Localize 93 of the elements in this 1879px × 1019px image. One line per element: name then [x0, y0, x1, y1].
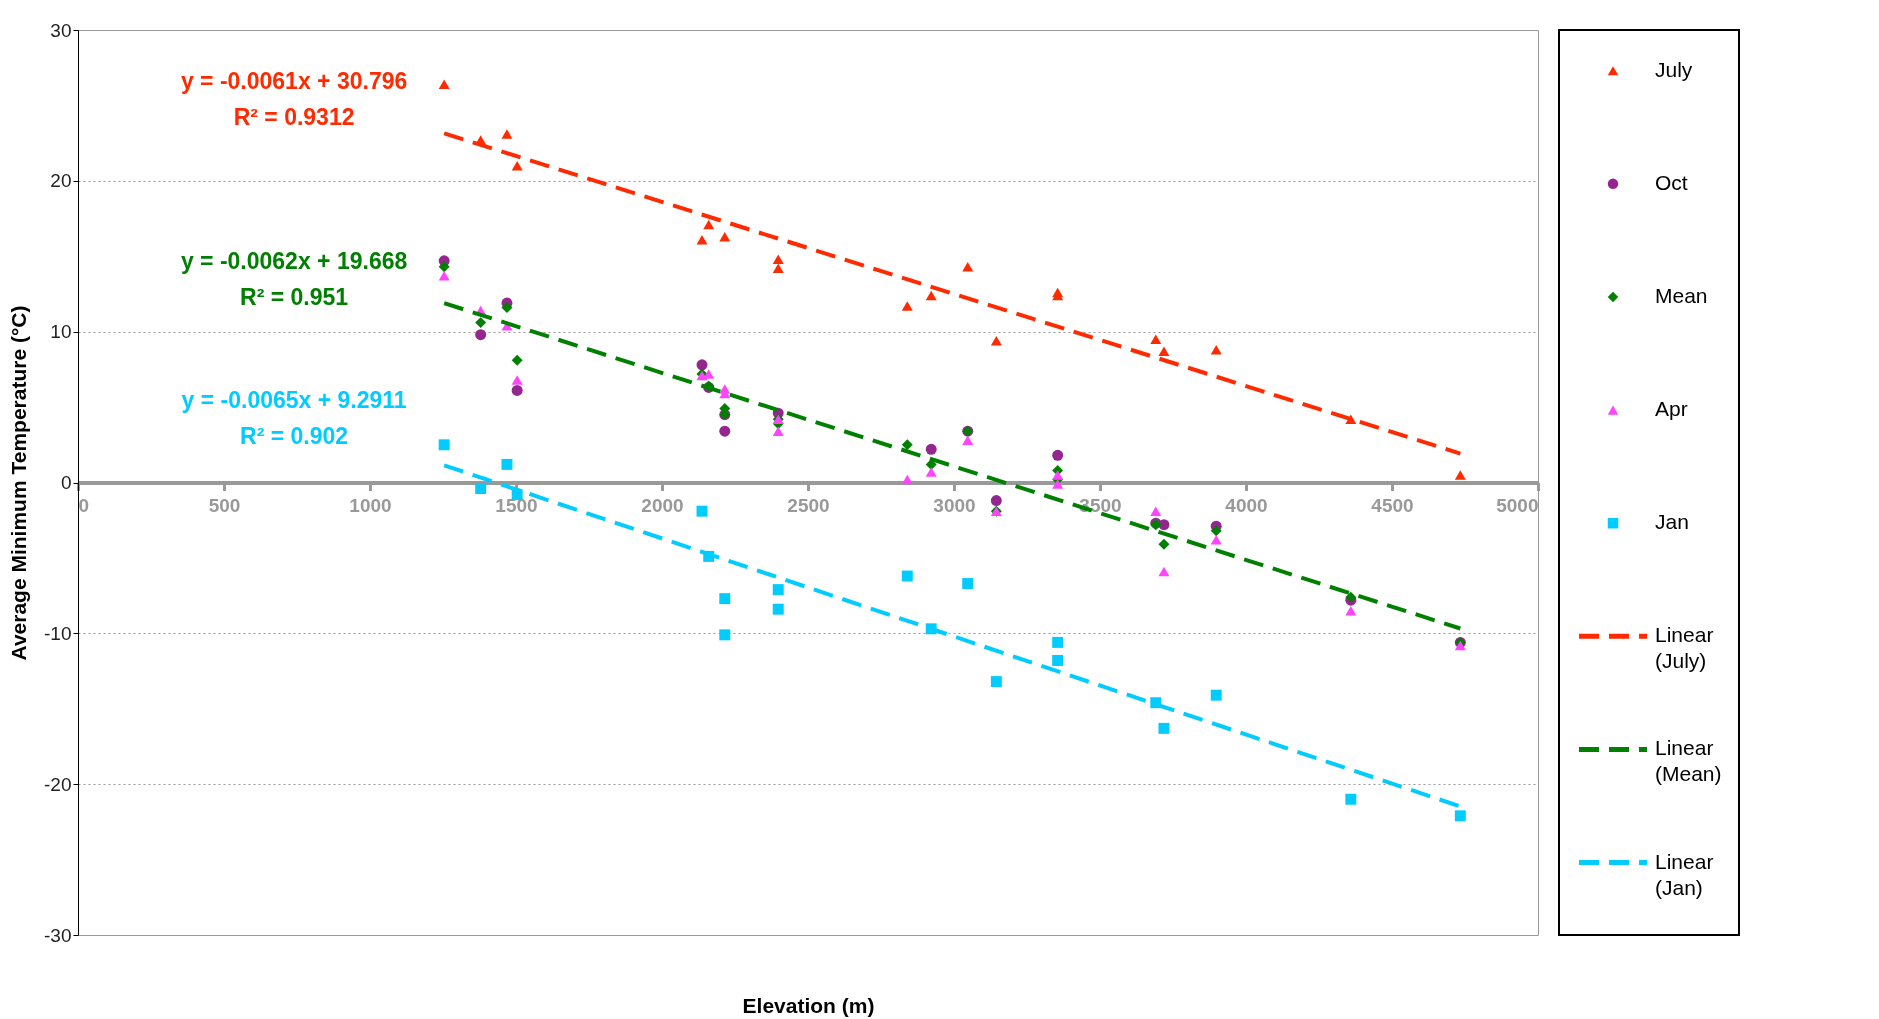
point — [438, 271, 450, 281]
point — [475, 329, 487, 341]
point — [1052, 479, 1064, 489]
point — [990, 335, 1002, 346]
point — [1210, 689, 1222, 701]
x-tick-label: 1500 — [495, 495, 538, 516]
annotation: R² = 0.902 — [240, 423, 349, 450]
point — [1052, 470, 1064, 480]
point — [475, 483, 487, 495]
point — [990, 676, 1002, 688]
point — [1158, 722, 1170, 734]
point — [438, 439, 450, 451]
point — [925, 443, 937, 455]
legend-label: Linear (July) — [1655, 623, 1714, 673]
legend-label: Linear (Mean) — [1655, 736, 1722, 786]
annotation: y = -0.0062x + 19.668 — [180, 247, 408, 274]
point — [703, 219, 715, 230]
x-tick-label: 2000 — [641, 495, 684, 516]
y-tick-label: -10 — [44, 622, 72, 644]
point — [719, 629, 731, 641]
point — [511, 385, 523, 396]
y-tick-label: -30 — [44, 924, 72, 946]
point — [772, 426, 784, 436]
x-tick-label: 2500 — [787, 495, 830, 516]
point — [438, 261, 450, 273]
x-axis-title: Elevation (m) — [742, 993, 875, 1017]
point — [1158, 519, 1170, 531]
legend-label: Linear (Jan) — [1655, 849, 1714, 899]
point — [501, 458, 513, 470]
y-tick-label: 10 — [50, 321, 72, 343]
annotation: y = -0.0065x + 9.2911 — [181, 387, 407, 414]
point — [901, 439, 913, 451]
x-tick-label: 1000 — [349, 495, 392, 516]
point — [1345, 793, 1357, 805]
point — [438, 79, 450, 90]
point — [1052, 449, 1064, 461]
point — [696, 234, 708, 245]
x-tick-label: 5000 — [1496, 495, 1539, 516]
point — [1454, 470, 1466, 480]
point — [1052, 636, 1064, 648]
x-tick-label: 3000 — [933, 495, 976, 516]
annotation: y = -0.0061x + 30.796 — [180, 68, 408, 95]
point — [696, 359, 708, 371]
point — [962, 578, 974, 590]
y-axis-title: Average Minimum Temperature (°C) — [7, 305, 31, 661]
point — [719, 593, 731, 605]
legend-label: Apr — [1655, 397, 1688, 421]
y-tick-label: 30 — [50, 19, 72, 41]
point — [501, 129, 513, 139]
point — [1150, 506, 1162, 516]
x-tick-label: 4500 — [1371, 495, 1414, 516]
y-tick-label: -20 — [44, 773, 72, 795]
point — [925, 467, 937, 477]
point — [901, 301, 913, 311]
point — [719, 425, 731, 437]
annotation: R² = 0.951 — [240, 283, 349, 310]
point — [1158, 566, 1170, 577]
legend-label: July — [1655, 57, 1693, 81]
point — [901, 570, 913, 582]
point — [772, 254, 784, 265]
y-tick-label: 0 — [60, 472, 72, 493]
point — [719, 231, 731, 242]
point — [1345, 605, 1357, 616]
point — [1150, 334, 1162, 344]
point — [901, 474, 913, 485]
point — [772, 263, 784, 274]
point — [501, 302, 513, 314]
point — [511, 375, 523, 385]
y-tick-label: 20 — [50, 170, 72, 192]
point — [1052, 655, 1064, 666]
point — [1210, 345, 1222, 355]
legend-label: Oct — [1655, 170, 1688, 194]
point — [1158, 538, 1170, 550]
point — [962, 262, 974, 272]
point — [1454, 810, 1466, 822]
point — [772, 584, 784, 596]
point — [925, 290, 937, 301]
point — [1210, 535, 1222, 545]
point — [696, 505, 708, 517]
x-tick-label: 500 — [208, 495, 241, 516]
legend-label: Mean — [1655, 283, 1708, 307]
point — [1158, 346, 1170, 357]
annotation: R² = 0.9312 — [233, 104, 355, 131]
point — [475, 317, 487, 329]
legend-label: Jan — [1655, 510, 1689, 534]
point — [1210, 525, 1222, 537]
x-tick-label: 4000 — [1225, 495, 1268, 516]
point — [511, 354, 523, 366]
x-tick-label: 0 — [78, 495, 90, 516]
point — [962, 435, 974, 446]
point — [772, 603, 784, 615]
point — [990, 495, 1002, 507]
point — [1454, 640, 1466, 651]
